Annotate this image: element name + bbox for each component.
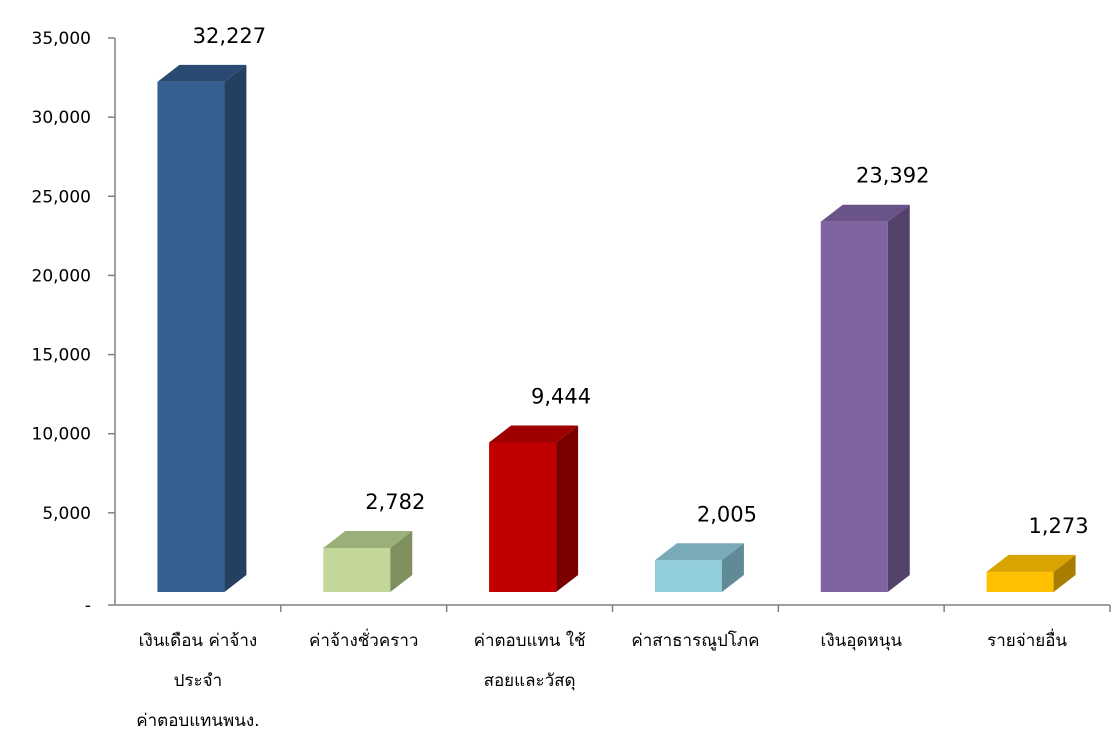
bar-top — [489, 425, 579, 443]
bar-side — [390, 530, 413, 592]
bar-top — [157, 64, 247, 82]
y-tick-label: 5,000 — [42, 504, 91, 524]
category-label: ค่าตอบแทน ใช้ — [474, 630, 586, 651]
bar-side — [721, 543, 744, 592]
category-label: สอยและวัสดุ — [484, 671, 576, 691]
bar-front — [489, 442, 557, 592]
category-label: ค่าสาธารณูปโภค — [631, 630, 759, 651]
y-tick-label: 30,000 — [32, 108, 91, 128]
bar-side — [556, 425, 579, 592]
y-tick-label: 10,000 — [32, 425, 91, 445]
data-label: 2,005 — [697, 502, 757, 526]
category-label: ประจำ — [174, 671, 223, 691]
bar — [323, 530, 413, 592]
y-tick-label: 15,000 — [32, 346, 91, 366]
bar-top — [820, 204, 910, 222]
category-label: เงินอุดหนุน — [821, 631, 903, 651]
y-tick-label: 35,000 — [32, 29, 91, 49]
bar — [654, 543, 744, 592]
data-label: 32,227 — [193, 24, 266, 48]
bar-front — [157, 81, 225, 592]
bar-side — [887, 204, 910, 593]
category-label: เงินเดือน ค่าจ้าง — [139, 631, 258, 651]
y-axis: - 5,000 10,000 15,000 20,000 25,000 30,000 35,0… — [32, 29, 116, 616]
bar-top — [654, 543, 744, 561]
bar-front — [323, 547, 391, 592]
x-axis — [115, 604, 1111, 612]
y-tick-label: - — [85, 596, 91, 616]
bar-top — [986, 554, 1076, 572]
bar-side — [1053, 554, 1076, 592]
bar-front — [986, 571, 1054, 592]
category-label: รายจ่ายอื่น — [987, 628, 1067, 651]
bar — [489, 425, 579, 592]
bar-front — [654, 560, 722, 592]
bar — [157, 64, 247, 592]
y-tick-label: 25,000 — [32, 187, 91, 207]
bar-front — [820, 221, 888, 593]
bars — [157, 64, 1076, 593]
bar — [820, 204, 910, 593]
data-label: 9,444 — [531, 385, 591, 409]
category-label: ค่าตอบแทนพนง. — [136, 711, 259, 731]
bar — [986, 554, 1076, 592]
bar-side — [224, 64, 247, 592]
bar-top — [323, 530, 413, 548]
data-label: 2,782 — [365, 490, 425, 514]
data-label: 1,273 — [1029, 514, 1089, 538]
y-tick-label: 20,000 — [32, 266, 91, 286]
data-label: 23,392 — [856, 164, 929, 188]
data-labels: 32,227 2,782 9,444 2,005 23,392 1,273 — [193, 24, 1089, 538]
category-label: ค่าจ้างชั่วคราว — [309, 628, 418, 651]
